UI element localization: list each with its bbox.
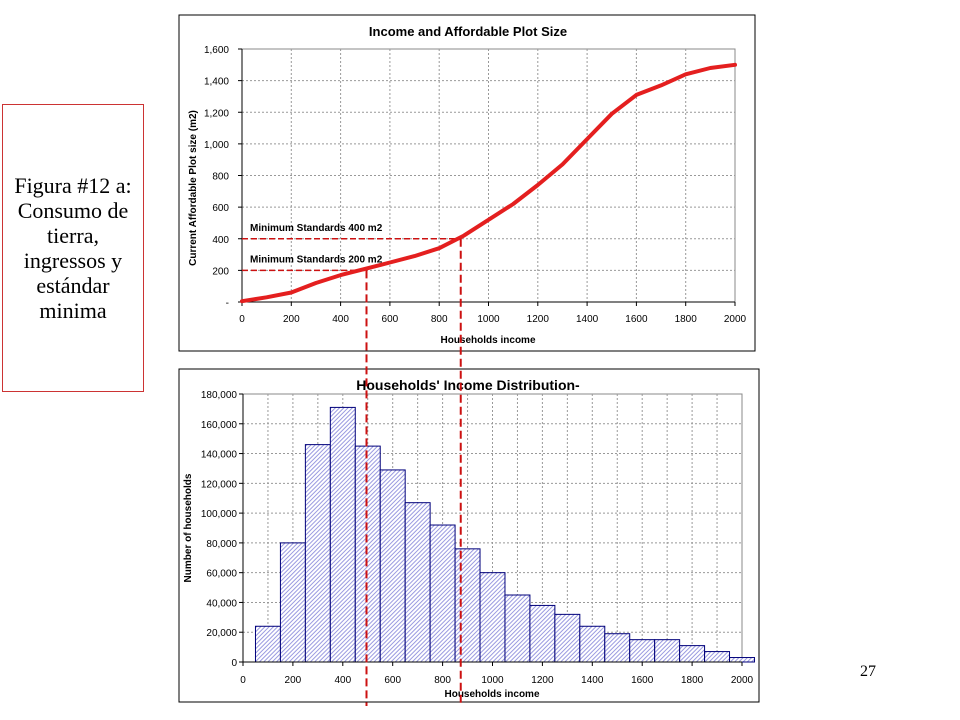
chart2-plot-area: 0 200 400 600 800 1000 1200 1400 1600 1800 2000 0 20… <box>201 390 755 686</box>
chart2-x-tick-label: 400 <box>334 675 351 686</box>
chart1-x-tick-label: 1200 <box>527 314 550 325</box>
chart2-y-tick-label: 140,000 <box>201 450 238 461</box>
chart1-x-tick-label: 800 <box>431 314 448 325</box>
chart2-bar <box>404 502 431 663</box>
chart2-bar <box>554 613 581 663</box>
chart1-x-tick-label: 1400 <box>576 314 599 325</box>
chart1-plot-area: 0 200 400 600 800 1000 1200 1400 1600 1800 2000 - 20… <box>204 45 747 325</box>
chart2-y-tick-label: 20,000 <box>206 628 237 639</box>
chart1-x-tick-label: 2000 <box>724 314 747 325</box>
chart1-x-tick-label: 0 <box>239 314 245 325</box>
chart1-y-tick-label: 800 <box>212 172 229 183</box>
chart2-bar <box>304 444 331 663</box>
chart2-bar <box>704 651 731 663</box>
chart1-y-tick-label: 600 <box>212 203 229 214</box>
caption-box: Figura #12 a: Consumo de tierra, ingress… <box>2 104 144 392</box>
chart2-x-tick-label: 800 <box>434 675 451 686</box>
chart1-y-axis-label: Current Affordable Plot size (m2) <box>188 110 199 266</box>
chart2-x-tick-label: 2000 <box>731 675 754 686</box>
guide-lines <box>365 238 462 706</box>
chart2-x-tick-label: 600 <box>384 675 401 686</box>
chart2-title: Households' Income Distribution- <box>356 377 580 393</box>
chart2-bar <box>729 657 755 663</box>
chart2-y-axis-label: Number of households <box>183 473 194 582</box>
chart2-bar <box>454 548 481 663</box>
chart2-y-tick-label: 120,000 <box>201 479 238 490</box>
chart2-y-tick-label: 160,000 <box>201 420 238 431</box>
chart2-x-tick-label: 1600 <box>631 675 654 686</box>
chart1-y-tick-label: 1,000 <box>204 140 229 151</box>
chart2-y-tick-label: 100,000 <box>201 509 238 520</box>
chart1-standard-label: Minimum Standards 400 m2 <box>250 223 383 234</box>
chart1-plot-background <box>241 48 736 303</box>
chart1-y-tick-label: 1,400 <box>204 77 229 88</box>
chart2-y-tick-label: 40,000 <box>206 598 237 609</box>
chart1-y-tick-label: 1,200 <box>204 108 229 119</box>
chart1-y-tick-label: - <box>226 298 229 309</box>
chart1-x-tick-label: 600 <box>382 314 399 325</box>
chart1-title: Income and Affordable Plot Size <box>369 24 567 39</box>
chart2-bar <box>679 645 706 663</box>
chart2-bar <box>354 445 381 663</box>
chart2-x-tick-label: 1200 <box>531 675 554 686</box>
chart1-series-line <box>240 62 737 304</box>
chart2-y-tick-label: 80,000 <box>206 539 237 550</box>
page-number: 27 <box>860 663 876 680</box>
chart1-y-tick-label: 400 <box>212 235 229 246</box>
chart2-x-tick-label: 1000 <box>481 675 504 686</box>
chart2-y-tick-label: 60,000 <box>206 569 237 580</box>
chart2-bar <box>479 572 506 663</box>
chart2-bar <box>254 625 281 663</box>
chart2-y-tick-label: 180,000 <box>201 390 238 401</box>
chart1-x-tick-label: 1600 <box>625 314 648 325</box>
chart2-bar <box>279 542 306 663</box>
chart2-y-tick-label: 0 <box>231 658 237 669</box>
chart2-bar <box>504 594 531 663</box>
chart2-x-tick-label: 0 <box>240 675 246 686</box>
chart1-y-tick-label: 200 <box>212 266 229 277</box>
chart2-bar <box>579 625 606 663</box>
chart2-bar <box>604 633 631 663</box>
chart1-x-tick-label: 400 <box>332 314 349 325</box>
chart2-x-tick-label: 1800 <box>681 675 704 686</box>
chart1-x-tick-label: 1000 <box>477 314 500 325</box>
chart1-y-tick-label: 1,600 <box>204 45 229 56</box>
chart1-x-tick-label: 200 <box>283 314 300 325</box>
figure-caption: Figura #12 a: Consumo de tierra, ingress… <box>14 173 132 323</box>
chart1-standard-label: Minimum Standards 200 m2 <box>250 254 383 265</box>
chart2-bar <box>654 639 681 663</box>
chart2-bar <box>429 524 456 663</box>
chart2-bar <box>329 406 356 663</box>
chart2-x-axis-label: Households income <box>444 689 539 700</box>
chart2-x-tick-label: 200 <box>285 675 302 686</box>
chart1-x-axis-label: Households income <box>440 335 535 346</box>
chart2-bar <box>529 604 556 663</box>
chart2-bar <box>629 639 656 663</box>
chart2-bar <box>379 469 406 663</box>
chart1-x-tick-label: 1800 <box>675 314 698 325</box>
chart2-x-tick-label: 1400 <box>581 675 604 686</box>
